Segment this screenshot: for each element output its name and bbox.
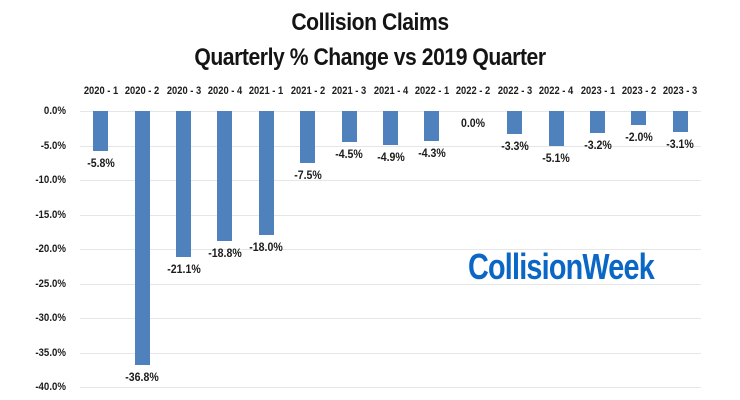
x-axis-label: 2023 - 1 (580, 85, 616, 97)
data-label: -18.0% (249, 240, 283, 254)
x-axis-label: 2023 - 3 (662, 85, 698, 97)
x-axis-label: 2022 - 1 (414, 85, 450, 97)
gridline (80, 387, 701, 388)
bar-2021-3 (342, 111, 357, 142)
bar-2022-1 (424, 111, 439, 141)
collisionweek-logo: CollisionWeek (468, 246, 655, 287)
x-axis-label: 2021 - 3 (331, 85, 367, 97)
gridline (80, 249, 701, 250)
x-axis-label: 2021 - 4 (373, 85, 409, 97)
gridline (80, 284, 701, 285)
y-axis-label: -15.0% (35, 209, 66, 221)
bar-2020-4 (217, 111, 232, 241)
bar-2023-2 (631, 111, 646, 125)
bar-2022-3 (507, 111, 522, 134)
bar-2021-4 (383, 111, 398, 145)
data-label: -4.3% (418, 146, 446, 160)
data-label: -5.8% (87, 156, 115, 170)
gridline (80, 215, 701, 216)
x-axis-label: 2020 - 2 (124, 85, 160, 97)
bar-2022-4 (549, 111, 564, 146)
bar-2021-1 (259, 111, 274, 235)
y-axis-label: -25.0% (35, 278, 66, 290)
y-axis-label: -40.0% (35, 381, 66, 393)
data-label: -2.0% (625, 130, 653, 144)
chart-title-block: Collision Claims Quarterly % Change vs 2… (0, 6, 740, 76)
data-label: -5.1% (542, 151, 570, 165)
data-label: -7.5% (294, 168, 322, 182)
data-label: -18.8% (208, 246, 242, 260)
x-axis-label: 2021 - 1 (248, 85, 284, 97)
data-label: -36.8% (125, 370, 159, 384)
y-axis-label: -10.0% (35, 174, 66, 186)
data-label: -3.3% (501, 139, 529, 153)
bar-2023-1 (590, 111, 605, 133)
x-axis-label: 2020 - 3 (166, 85, 202, 97)
bar-2020-1 (93, 111, 108, 151)
data-label: 0.0% (460, 116, 486, 130)
bar-2020-3 (176, 111, 191, 257)
gridline (80, 146, 701, 147)
y-axis-label: -35.0% (35, 347, 66, 359)
gridline (80, 180, 701, 181)
data-label: -3.1% (666, 137, 694, 151)
x-axis-label: 2020 - 1 (83, 85, 119, 97)
gridline (80, 318, 701, 319)
chart-title: Collision Claims (291, 9, 449, 36)
x-axis-label: 2022 - 3 (497, 85, 533, 97)
x-axis-label: 2020 - 4 (207, 85, 243, 97)
data-label: -3.2% (584, 138, 612, 152)
y-axis-label: -5.0% (40, 140, 66, 152)
x-axis-label: 2021 - 2 (290, 85, 326, 97)
data-label: -4.5% (335, 147, 363, 161)
data-label: -21.1% (167, 262, 201, 276)
x-axis-label: 2022 - 4 (538, 85, 574, 97)
bar-2020-2 (135, 111, 150, 365)
y-axis-label: -30.0% (35, 312, 66, 324)
x-axis-label: 2022 - 2 (455, 85, 491, 97)
data-label: -4.9% (377, 150, 405, 164)
chart-subtitle: Quarterly % Change vs 2019 Quarter (194, 43, 546, 71)
bar-2021-2 (300, 111, 315, 163)
gridline (80, 353, 701, 354)
x-axis-label: 2023 - 2 (621, 85, 657, 97)
bar-2023-3 (673, 111, 688, 132)
y-axis-label: 0.0% (43, 105, 66, 117)
y-axis-label: -20.0% (35, 243, 66, 255)
